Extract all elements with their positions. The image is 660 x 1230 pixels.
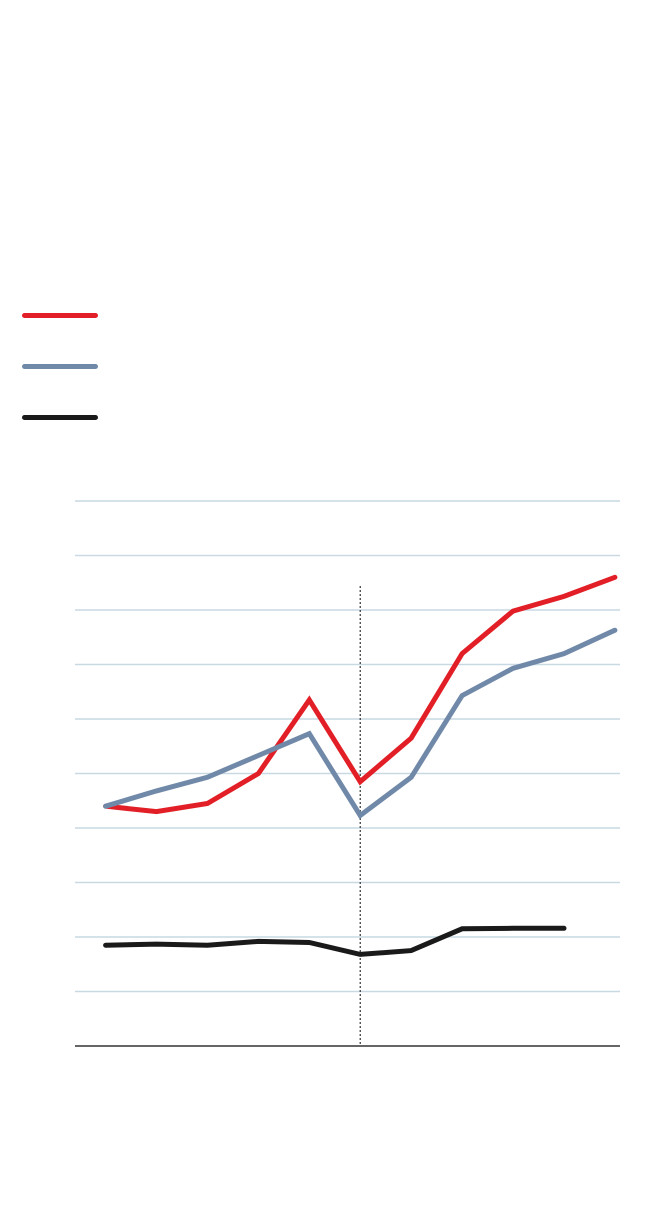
series-line-2 — [103, 627, 618, 820]
series-line-1 — [103, 574, 618, 815]
legend-swatch-red — [22, 313, 98, 318]
series-line-3 — [103, 925, 567, 957]
legend-swatch-blue — [22, 364, 98, 369]
chart-legend — [0, 0, 660, 460]
series-lines — [103, 574, 618, 957]
grid-lines — [75, 500, 620, 993]
legend-swatch-black — [22, 415, 98, 420]
